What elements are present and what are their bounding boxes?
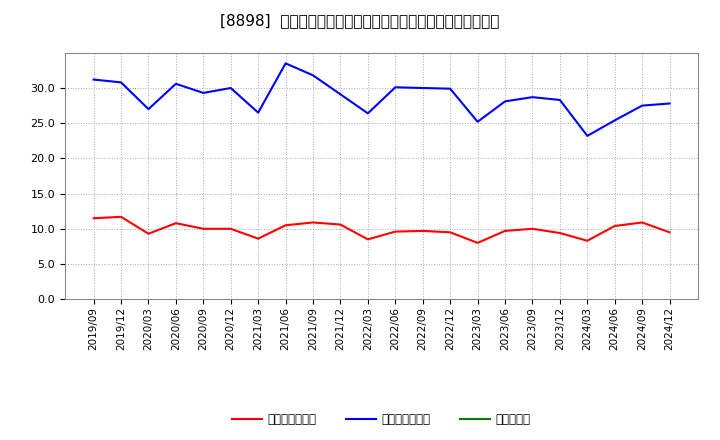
- 買入債務回転率: [500, 99, 509, 104]
- 売上債権回転率: [665, 230, 674, 235]
- 売上債権回転率: [583, 238, 592, 243]
- 売上債権回転率: [309, 220, 318, 225]
- 買入債務回転率: [364, 111, 372, 116]
- 売上債権回転率: [391, 229, 400, 234]
- 売上債権回転率: [473, 240, 482, 246]
- 売上債権回転率: [282, 223, 290, 228]
- 買入債務回転率: [117, 80, 125, 85]
- 買入債務回転率: [583, 133, 592, 139]
- 買入債務回転率: [254, 110, 263, 115]
- 買入債務回転率: [556, 97, 564, 103]
- 売上債権回転率: [199, 226, 207, 231]
- Line: 買入債務回転率: 買入債務回転率: [94, 63, 670, 136]
- Text: [8898]  売上債権回転率、買入債務回転率、在庫回転率の推移: [8898] 売上債権回転率、買入債務回転率、在庫回転率の推移: [220, 13, 500, 28]
- 売上債権回転率: [336, 222, 345, 227]
- 売上債権回転率: [364, 237, 372, 242]
- 買入債務回転率: [418, 85, 427, 91]
- 買入債務回転率: [638, 103, 647, 108]
- 買入債務回転率: [446, 86, 454, 92]
- 買入債務回転率: [528, 95, 537, 100]
- 買入債務回転率: [309, 73, 318, 78]
- 売上債権回転率: [117, 214, 125, 220]
- 買入債務回転率: [391, 84, 400, 90]
- 売上債権回転率: [638, 220, 647, 225]
- 売上債権回転率: [254, 236, 263, 241]
- 売上債権回転率: [171, 220, 180, 226]
- 売上債権回転率: [89, 216, 98, 221]
- Legend: 売上債権回転率, 買入債務回転率, 在庫回転率: 売上債権回転率, 買入債務回転率, 在庫回転率: [228, 409, 536, 431]
- 買入債務回転率: [89, 77, 98, 82]
- 売上債権回転率: [446, 230, 454, 235]
- 売上債権回転率: [144, 231, 153, 236]
- 買入債務回転率: [665, 101, 674, 106]
- 買入債務回転率: [226, 85, 235, 91]
- 買入債務回転率: [473, 119, 482, 125]
- 売上債権回転率: [528, 226, 537, 231]
- 買入債務回転率: [199, 90, 207, 95]
- 買入債務回転率: [611, 118, 619, 123]
- 売上債権回転率: [418, 228, 427, 234]
- 買入債務回転率: [171, 81, 180, 86]
- 買入債務回転率: [336, 92, 345, 97]
- 売上債権回転率: [611, 224, 619, 229]
- 買入債務回転率: [144, 106, 153, 112]
- Line: 売上債権回転率: 売上債権回転率: [94, 217, 670, 243]
- 売上債権回転率: [556, 231, 564, 236]
- 売上債権回転率: [500, 228, 509, 234]
- 買入債務回転率: [282, 61, 290, 66]
- 売上債権回転率: [226, 226, 235, 231]
